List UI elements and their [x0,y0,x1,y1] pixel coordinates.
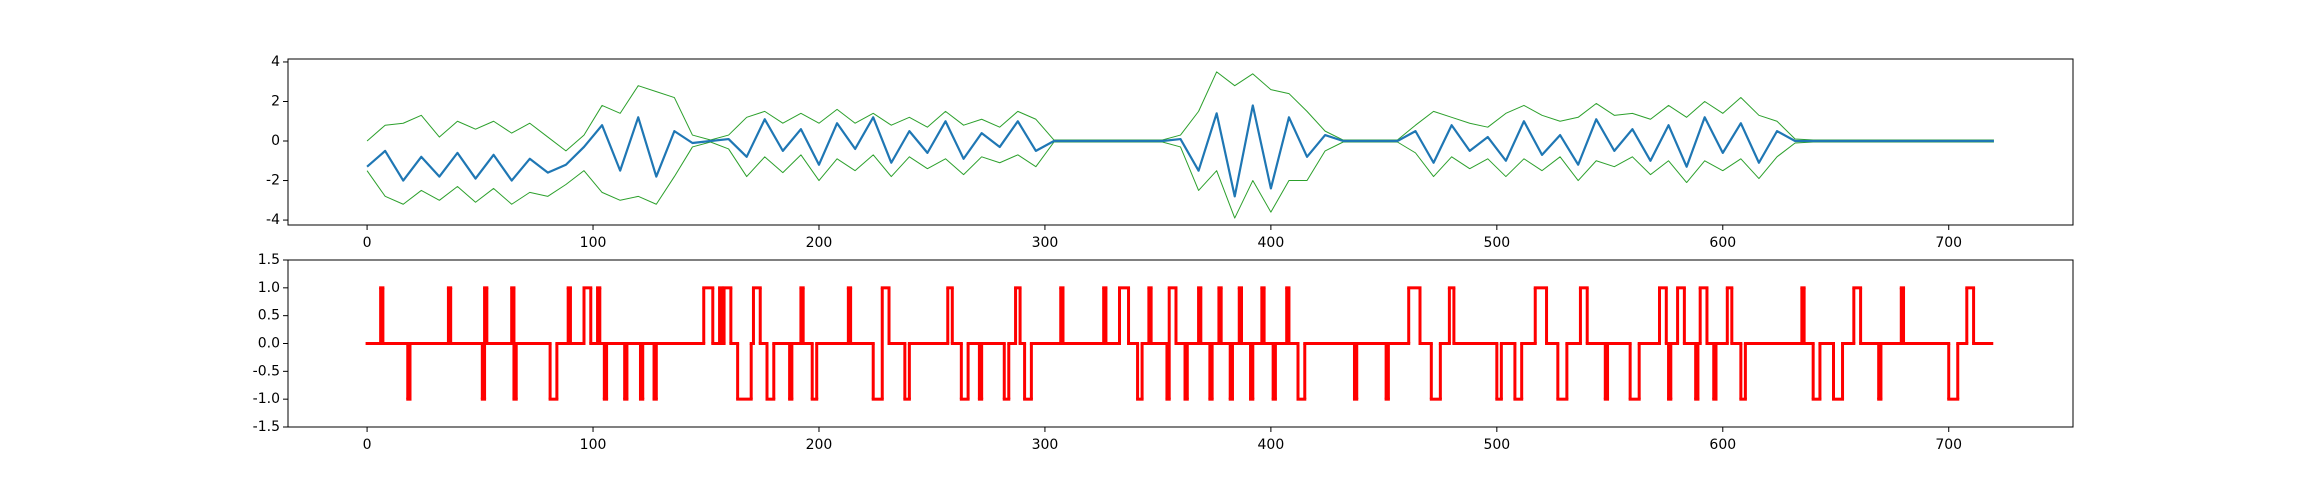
x-tick-label: 600 [1709,235,1736,251]
x-tick-label: 500 [1483,235,1510,251]
x-tick-label: 0 [363,437,372,453]
y-tick-label: 2 [271,93,280,109]
x-tick-label: 300 [1032,235,1059,251]
x-tick-label: 200 [806,437,833,453]
y-tick-label: 4 [271,54,280,70]
x-tick-label: 400 [1258,235,1285,251]
x-tick-label: 200 [806,235,833,251]
x-tick-label: 400 [1258,437,1285,453]
x-tick-label: 300 [1032,437,1059,453]
x-tick-label: 0 [363,235,372,251]
y-tick-label: 0.5 [258,308,280,324]
x-tick-label: 600 [1709,437,1736,453]
y-tick-label: -2 [266,173,280,189]
x-tick-label: 500 [1483,437,1510,453]
x-tick-label: 100 [580,235,607,251]
y-tick-label: 0 [271,133,280,149]
y-tick-label: -0.5 [253,363,280,379]
x-tick-label: 700 [1935,437,1962,453]
series-line [366,104,1994,198]
y-tick-label: 0.0 [258,336,280,352]
y-tick-label: -4 [266,212,280,228]
axes-frame [287,259,2074,428]
y-tick-label: -1.5 [253,419,280,435]
y-tick-label: 1.0 [258,280,280,296]
series-line [366,141,1994,219]
y-tick-label: -1.0 [253,391,280,407]
y-tick-label: 1.5 [258,252,280,268]
axes-frame [287,58,2074,226]
x-tick-label: 700 [1935,235,1962,251]
x-tick-label: 100 [580,437,607,453]
series-line [366,71,1994,152]
